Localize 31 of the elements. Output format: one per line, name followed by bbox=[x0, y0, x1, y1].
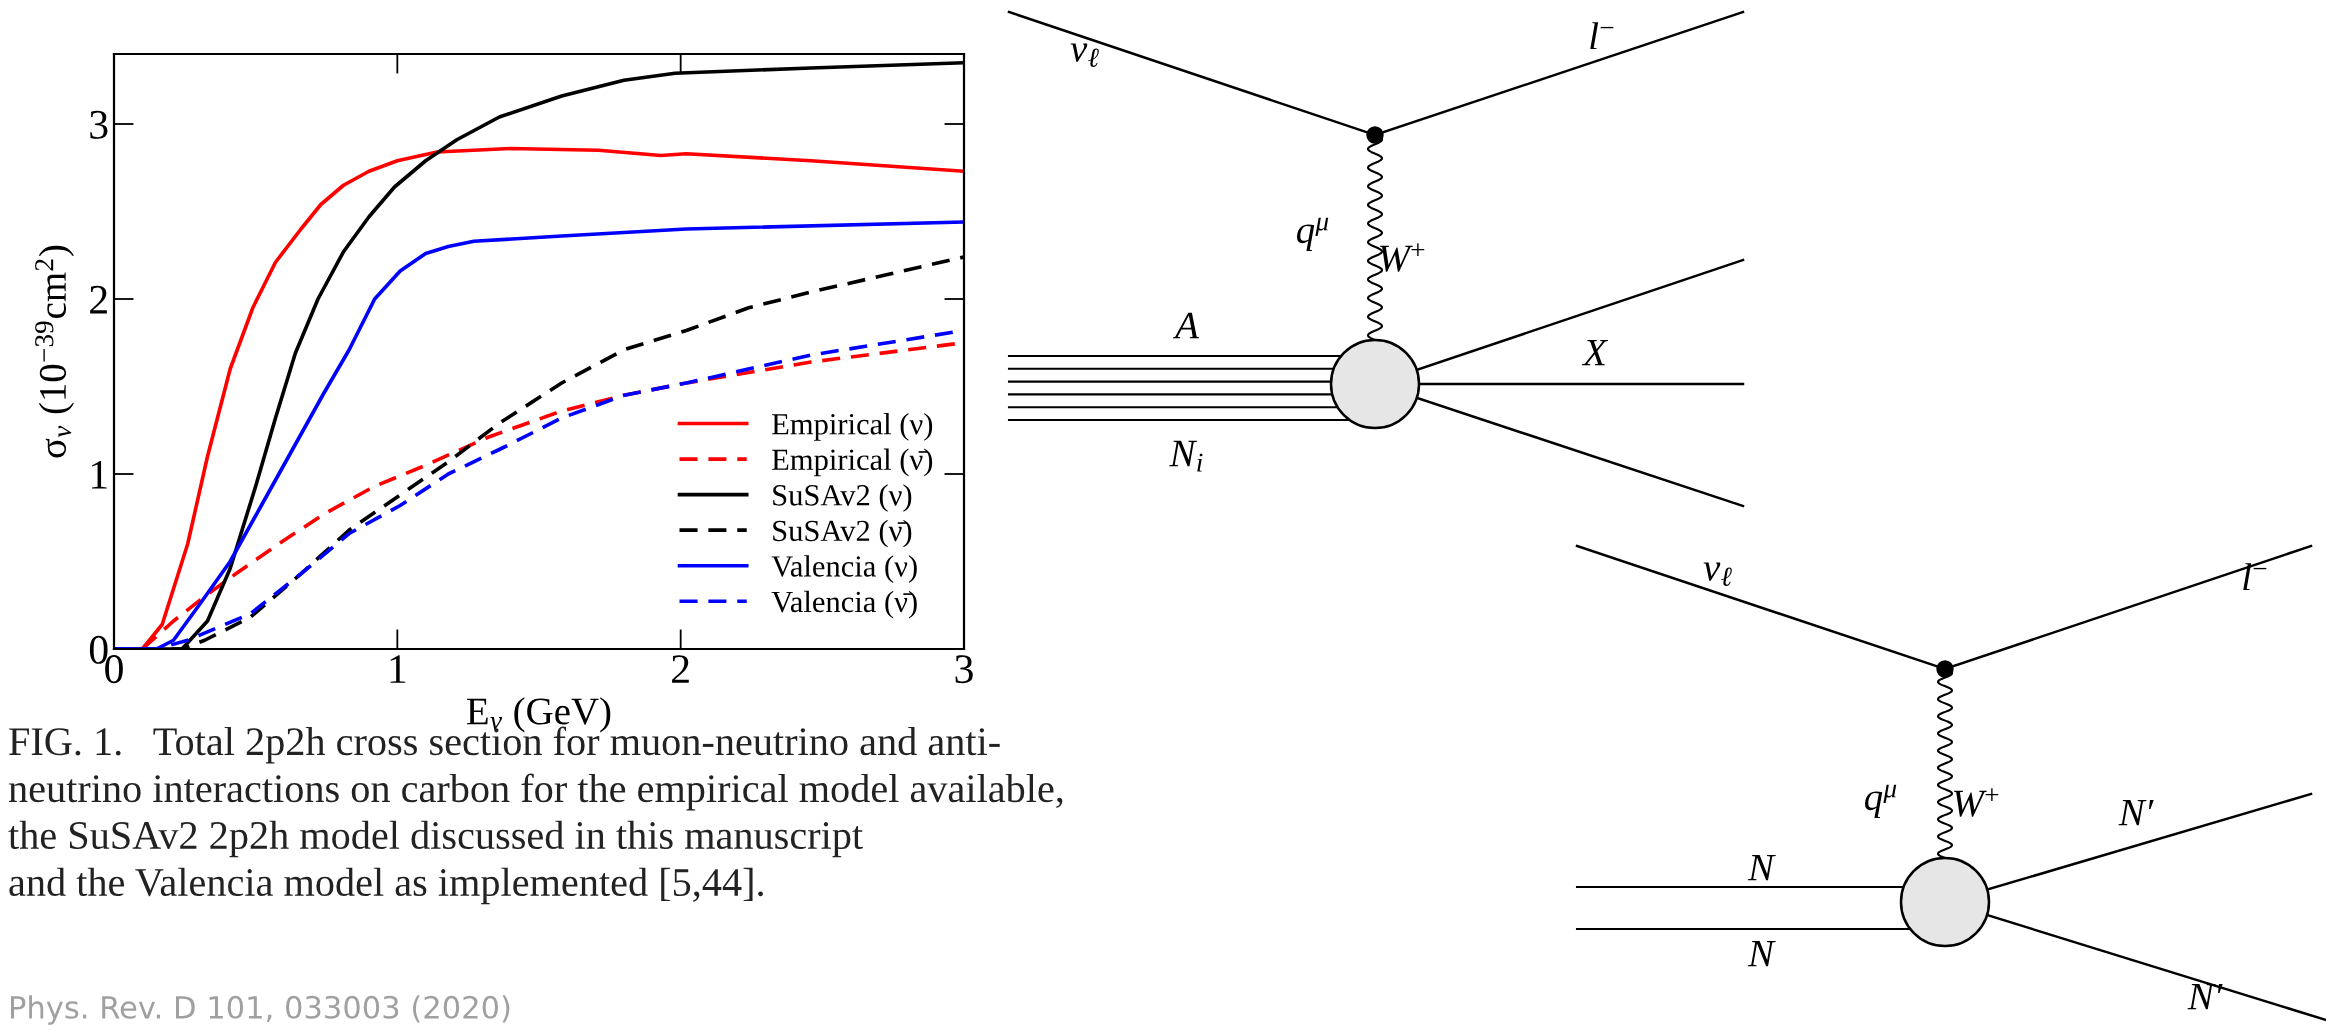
text: q$^{μ}$ bbox=[1864, 784, 1897, 819]
text: neutrino interactions on carbon for the empirical model available, bbox=[8, 773, 1063, 811]
text: A bbox=[1173, 312, 1200, 339]
text: N′ bbox=[2118, 799, 2154, 826]
text: ν$_{ℓ}$ bbox=[1070, 43, 1099, 67]
text: N bbox=[1747, 940, 1776, 967]
text: W$^{+}$ bbox=[1380, 243, 1425, 272]
legend-label: Empirical (ν̄) bbox=[772, 448, 933, 477]
text: and the Valencia model as implemented [5,44]. bbox=[9, 867, 763, 905]
text: l$^{−}$ bbox=[1590, 22, 1614, 50]
x-tick-label: 1 bbox=[390, 655, 406, 683]
text: the SuSAv2 2p2h model discussed in this manuscript bbox=[8, 820, 863, 858]
text: Phys. Rev. D 101, 033003 (2020) bbox=[11, 995, 510, 1025]
legend-label: Valencia (ν̄) bbox=[771, 590, 917, 619]
text: ν$_{ℓ}$ bbox=[1703, 562, 1732, 586]
text: N bbox=[1747, 854, 1776, 881]
y-tick-label: 3 bbox=[90, 110, 108, 139]
legend-label: SuSAv2 (ν) bbox=[773, 484, 912, 512]
legend-label: Empirical (ν) bbox=[772, 413, 933, 441]
text: X bbox=[1581, 339, 1609, 366]
text: q$^{μ}$ bbox=[1296, 217, 1329, 252]
y-axis-title: σ$_{ν}$ (10$^{−39}$cm$^{2}$) bbox=[35, 245, 74, 458]
text: W$^{+}$ bbox=[1954, 788, 1999, 817]
y-tick-label: 2 bbox=[90, 285, 107, 314]
y-tick-label: 1 bbox=[91, 460, 107, 489]
text: N$_{i}$ bbox=[1169, 440, 1203, 472]
x-tick-label: 3 bbox=[955, 655, 973, 684]
legend-label: SuSAv2 (ν̄) bbox=[773, 519, 912, 548]
x-tick-label: 2 bbox=[672, 655, 689, 683]
legend-label: Valencia (ν) bbox=[771, 555, 917, 583]
text: N′ bbox=[2187, 983, 2223, 1010]
